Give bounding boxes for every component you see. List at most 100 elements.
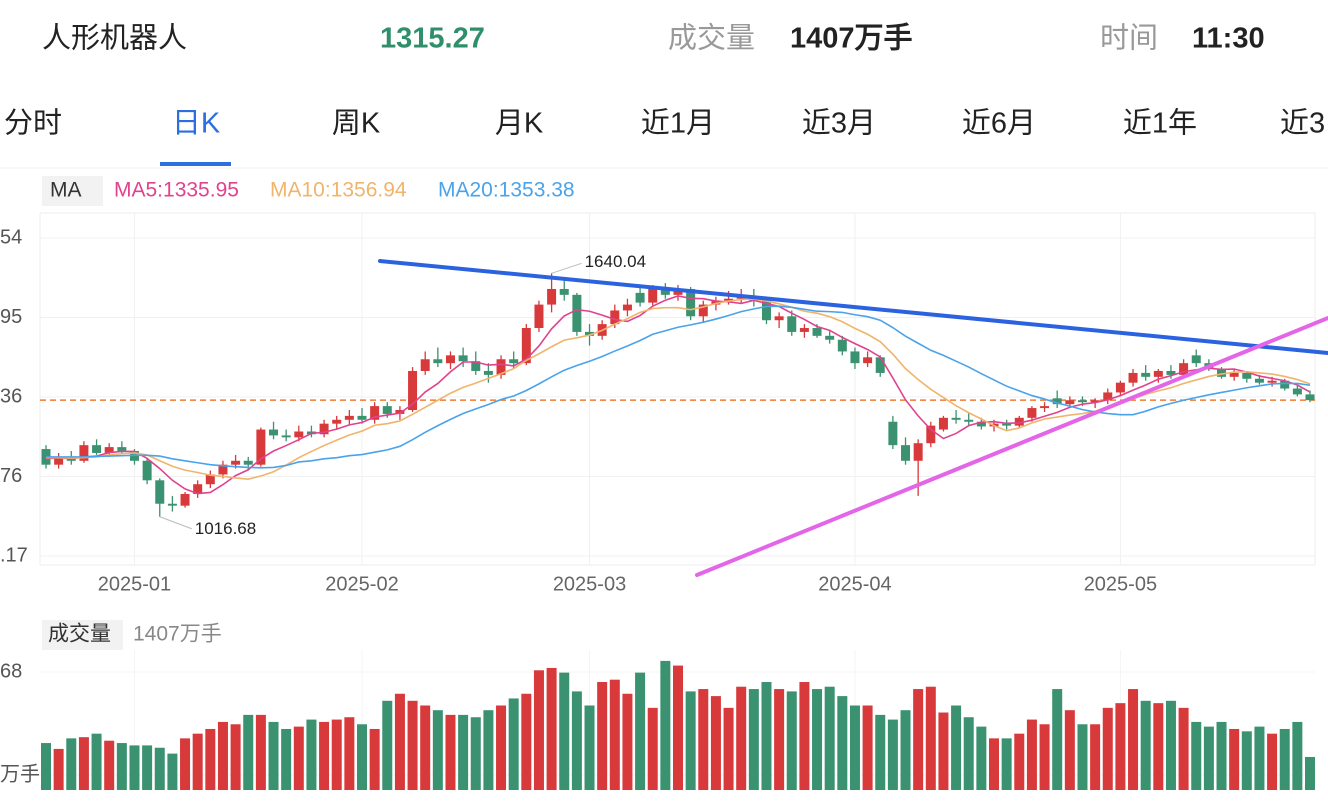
candle-body — [420, 359, 430, 371]
candle-body — [559, 288, 569, 295]
tab[interactable]: 周K — [332, 108, 381, 140]
x-tick-label: 2025-02 — [325, 573, 398, 595]
volume-bar — [230, 724, 241, 790]
candle-body — [1077, 400, 1087, 403]
tab[interactable]: 近1月 — [641, 107, 715, 140]
volume-bar — [1140, 700, 1151, 790]
volume-bar — [344, 717, 355, 790]
candle-body — [471, 361, 481, 371]
volume-bar — [483, 710, 494, 790]
volume-bar — [496, 705, 507, 790]
volume-bar — [989, 738, 999, 790]
volume-bar — [445, 714, 456, 790]
volume-bar — [66, 738, 77, 790]
trend-line — [695, 316, 1328, 577]
candle-body — [180, 493, 190, 506]
candle-body — [875, 357, 885, 373]
volume-bar — [723, 707, 734, 790]
candle-body — [1115, 382, 1125, 393]
candle-body — [496, 359, 506, 375]
volume-bar — [1026, 719, 1037, 790]
volume-bar — [407, 700, 418, 790]
candle-body — [332, 419, 342, 424]
tab[interactable]: 近6月 — [962, 107, 1036, 140]
candle-body — [1280, 380, 1290, 389]
volume-bar — [887, 719, 898, 790]
candle-body — [231, 460, 241, 465]
indicator-box — [42, 176, 103, 206]
candle-body — [724, 298, 734, 301]
volume-bar — [1229, 728, 1240, 790]
volume-bar — [281, 728, 292, 790]
candle-body — [357, 415, 367, 420]
tab-active[interactable]: 日K — [172, 108, 221, 140]
volume-bar — [458, 714, 469, 790]
tab[interactable]: 分时 — [4, 107, 62, 140]
volume-bar — [938, 712, 949, 790]
candle-body — [913, 443, 923, 461]
high-label: 1640.04 — [585, 252, 646, 271]
candle-body — [1027, 408, 1037, 418]
volume-bar — [913, 689, 924, 790]
candle-body — [408, 370, 418, 411]
volume-bar — [369, 728, 380, 790]
candle-body — [294, 431, 304, 438]
candle-body — [281, 435, 291, 438]
volume-bar — [53, 748, 64, 790]
stock-name: 人形机器人 — [42, 22, 187, 55]
candle-body — [433, 359, 443, 364]
volume-bar — [660, 660, 671, 790]
candle-body — [1179, 363, 1189, 375]
candle-body — [92, 445, 102, 453]
volume-bar — [217, 721, 228, 790]
volume-bar — [243, 714, 254, 790]
volume-bar — [1001, 738, 1012, 790]
volume-bar — [41, 743, 51, 790]
volume-bar — [748, 689, 759, 790]
volume-bar — [559, 672, 570, 790]
candle-body — [901, 445, 911, 461]
candle-body — [1217, 369, 1227, 377]
volume-bar — [470, 717, 481, 790]
candle-body — [787, 316, 797, 332]
x-tick-label: 2025-05 — [1084, 573, 1157, 595]
candle-body — [142, 460, 152, 481]
candle-body — [1267, 380, 1277, 383]
volume-tick-label: 68 — [0, 660, 22, 682]
candle-body — [1242, 372, 1252, 379]
candle-body — [850, 351, 860, 364]
candle-body — [243, 460, 253, 465]
legend-ma5: MA5:1335.95 — [114, 179, 239, 202]
volume-bar — [394, 693, 405, 790]
volume-bar — [799, 682, 810, 790]
volume-bar — [1191, 721, 1202, 790]
candle-body — [585, 331, 595, 336]
volume-bar — [951, 705, 962, 790]
tab[interactable]: 近3 — [1280, 107, 1325, 140]
candle-body — [1292, 388, 1302, 395]
volume-bar — [420, 705, 431, 790]
candle-body — [825, 335, 835, 340]
candle-body — [1040, 406, 1050, 409]
candle-body — [951, 417, 961, 420]
high-leader — [551, 262, 582, 274]
low-label: 1016.68 — [195, 519, 256, 538]
volume-bar — [1153, 703, 1164, 790]
volume-bar — [508, 698, 519, 790]
legend-ma10: MA10:1356.94 — [270, 179, 407, 202]
volume-title: 成交量 — [48, 623, 111, 646]
volume-bar — [774, 689, 785, 790]
candle-body — [54, 456, 64, 465]
volume-bar — [255, 714, 266, 790]
tab[interactable]: 近1年 — [1123, 107, 1197, 140]
candle-body — [205, 474, 215, 485]
candle-body — [445, 355, 455, 364]
tab[interactable]: 近3月 — [802, 107, 876, 140]
candle-body — [483, 370, 493, 375]
x-tick-label: 2025-03 — [553, 573, 626, 595]
tab[interactable]: 月K — [495, 108, 544, 140]
candle-body — [1229, 372, 1239, 377]
candle-body — [572, 294, 582, 332]
volume-bar — [597, 682, 608, 790]
volume-bar — [1052, 689, 1063, 790]
